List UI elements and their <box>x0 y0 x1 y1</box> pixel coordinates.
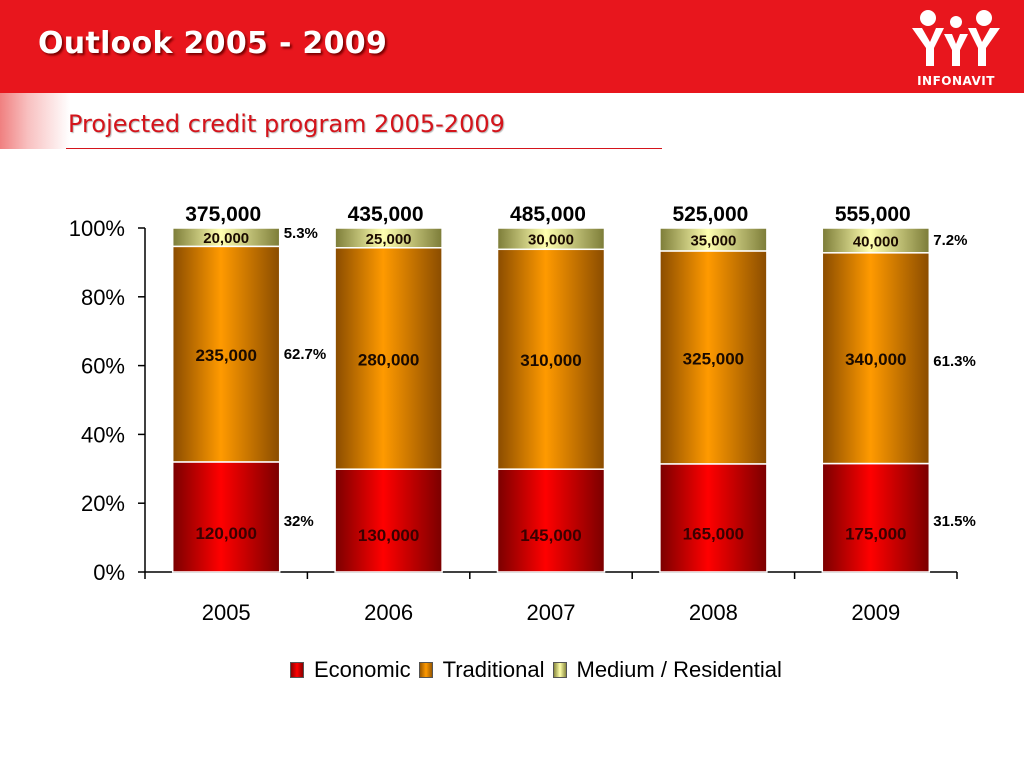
bar-economic-2007 <box>496 468 606 573</box>
bar-medium-2008 <box>659 227 768 252</box>
legend-item-economic: Economic <box>290 657 411 683</box>
legend-swatch-traditional <box>418 662 433 678</box>
bar-value-label-medium-2009: 40,000 <box>853 233 899 250</box>
x-tick-label-2005: 2005 <box>202 600 251 625</box>
y-tick-label: 40% <box>81 422 125 447</box>
bar-value-label-traditional-2006: 280,000 <box>358 350 419 369</box>
share-label-medium-2005: 5.3% <box>284 225 318 242</box>
bar-value-label-economic-2005: 120,000 <box>195 524 256 543</box>
bar-value-label-economic-2007: 145,000 <box>520 526 581 545</box>
y-tick-label: 0% <box>93 560 125 585</box>
bar-value-label-medium-2008: 35,000 <box>690 232 736 249</box>
legend-item-traditional: Traditional <box>418 657 545 683</box>
bar-value-label-traditional-2009: 340,000 <box>845 350 906 369</box>
legend-swatch-economic <box>290 662 304 678</box>
x-tick-label-2008: 2008 <box>689 600 738 625</box>
legend-swatch-medium <box>552 662 567 678</box>
bar-economic-2009 <box>821 462 931 573</box>
stacked-bar-chart: 0% 20% 40% 60% 80% 100% 120,000 235,000 20,000 37… <box>69 203 976 625</box>
bar-traditional-2006 <box>334 247 443 470</box>
bar-value-label-medium-2006: 25,000 <box>366 231 412 248</box>
share-label-economic-2009: 31.5% <box>933 513 976 530</box>
bar-traditional-2008 <box>659 250 768 465</box>
bar-value-label-medium-2007: 30,000 <box>528 232 574 249</box>
chart-legend: Economic Traditional Medium / Residentia… <box>290 656 790 684</box>
x-tick-label-2007: 2007 <box>527 600 576 625</box>
bar-total-label-2008: 525,000 <box>672 203 748 226</box>
share-label-economic-2005: 32% <box>284 513 314 530</box>
bar-economic-2005 <box>171 461 281 573</box>
y-tick-label: 100% <box>69 216 125 241</box>
share-label-medium-2009: 7.2% <box>933 232 967 249</box>
legend-label-medium: Medium / Residential <box>576 657 782 682</box>
bar-traditional-2009 <box>821 252 931 465</box>
bar-value-label-economic-2009: 175,000 <box>845 524 906 543</box>
bar-traditional-2007 <box>496 248 606 470</box>
x-tick-label-2006: 2006 <box>364 600 413 625</box>
y-tick-label: 60% <box>81 354 125 379</box>
page-title: Outlook 2005 - 2009 <box>38 26 388 61</box>
y-tick-label: 20% <box>81 491 125 516</box>
bar-medium-2006 <box>334 227 443 249</box>
chart-subtitle: Projected credit program 2005-2009 <box>68 110 505 138</box>
bar-value-label-traditional-2005: 235,000 <box>195 346 256 365</box>
bar-value-label-economic-2008: 165,000 <box>683 525 744 544</box>
infonavit-logo-icon <box>912 10 1000 66</box>
share-label-traditional-2005: 62.7% <box>284 346 327 363</box>
legend-label-economic: Economic <box>314 657 411 682</box>
bar-economic-2008 <box>659 463 768 573</box>
legend-label-traditional: Traditional <box>442 657 545 682</box>
bar-value-label-traditional-2008: 325,000 <box>683 349 744 368</box>
bar-medium-2007 <box>496 227 606 251</box>
bar-medium-2005 <box>171 227 281 248</box>
decorative-fade <box>0 93 70 149</box>
bar-economic-2006 <box>334 468 443 573</box>
x-tick-label-2009: 2009 <box>851 600 900 625</box>
share-label-traditional-2009: 61.3% <box>933 353 976 370</box>
bar-value-label-economic-2006: 130,000 <box>358 526 419 545</box>
bar-value-label-medium-2005: 20,000 <box>203 230 249 247</box>
bar-total-label-2007: 485,000 <box>510 203 586 226</box>
header-bar <box>0 0 1024 93</box>
bar-total-label-2005: 375,000 <box>185 203 261 226</box>
bar-medium-2009 <box>821 227 931 254</box>
y-tick-label: 80% <box>81 285 125 310</box>
bar-total-label-2009: 555,000 <box>835 203 911 226</box>
legend-item-medium: Medium / Residential <box>552 657 782 683</box>
bar-value-label-traditional-2007: 310,000 <box>520 351 581 370</box>
subtitle-underline <box>66 148 662 149</box>
logo-text: INFONAVIT <box>917 74 995 88</box>
bar-total-label-2006: 435,000 <box>348 203 424 226</box>
